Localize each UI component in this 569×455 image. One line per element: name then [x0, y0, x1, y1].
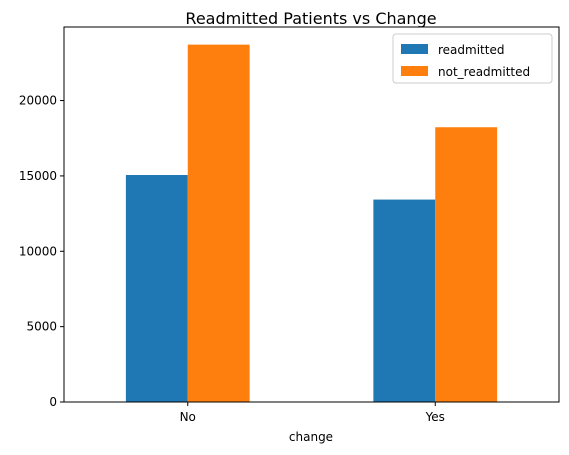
legend-swatch-not_readmitted — [401, 66, 428, 76]
legend-label-readmitted: readmitted — [438, 43, 504, 57]
legend: readmitted not_readmitted — [392, 33, 553, 84]
y-tick-label: 5000 — [26, 320, 57, 334]
x-tick-label: Yes — [425, 410, 445, 424]
bar-not_readmitted-No — [187, 44, 250, 402]
legend-swatch-readmitted — [401, 44, 428, 54]
bar-not_readmitted-Yes — [435, 127, 498, 402]
bar-readmitted-No — [125, 175, 188, 402]
y-tick-label: 15000 — [19, 169, 57, 183]
x-tick-label: No — [180, 410, 196, 424]
y-tick-label: 10000 — [19, 244, 57, 258]
y-tick-label: 20000 — [19, 94, 57, 108]
bars-group — [125, 44, 498, 402]
legend-box — [392, 33, 553, 84]
x-axis-label: change — [289, 430, 333, 444]
chart-title: Readmitted Patients vs Change — [185, 9, 436, 28]
y-axis: 0 5000 10000 15000 20000 — [19, 94, 64, 409]
bar-readmitted-Yes — [373, 199, 436, 402]
axes-frame — [63, 26, 560, 403]
x-axis: No Yes — [180, 402, 445, 424]
legend-label-not_readmitted: not_readmitted — [438, 65, 530, 79]
y-tick-label: 0 — [49, 395, 57, 409]
